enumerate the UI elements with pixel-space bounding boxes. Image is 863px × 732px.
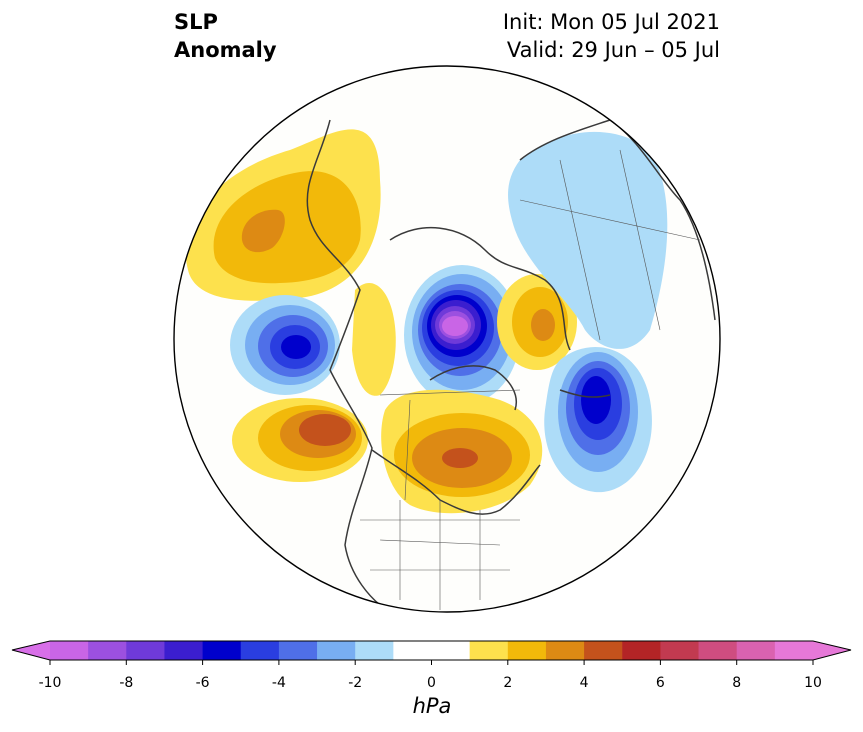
colorbar-bins [50,641,814,660]
colorbar-tick-label: -6 [195,675,210,691]
colorbar-bin [126,641,165,660]
polar-map [173,65,721,613]
map-title: SLP Anomaly [174,8,277,64]
title-line-1: SLP [174,10,218,34]
anomaly-hudson-bay-high [381,389,543,514]
colorbar-bin [355,641,394,660]
globe-outline [173,65,721,613]
colorbar-tick-label: 4 [579,675,589,691]
colorbar-tick-label: 6 [655,675,665,691]
anomaly-gulf-alaska-high [232,398,368,482]
colorbar-bin [622,641,661,660]
colorbar-tick-label: 2 [503,675,513,691]
colorbar-ticks [49,660,814,665]
colorbar-bin [545,641,585,660]
colorbar-bin [50,641,89,660]
colorbar-bin [278,641,318,660]
colorbar-extend-high [813,641,851,660]
anomaly-east-siberian-high [185,129,381,301]
anomaly-contours [185,119,716,612]
colorbar-bin [317,641,356,660]
colorbar-bin [469,641,509,660]
colorbar-bin [240,641,280,660]
colorbar-bin [88,641,127,660]
colorbar-bin [698,641,738,660]
colorbar-bin [164,641,204,660]
colorbar-bin [507,641,547,660]
anomaly-eurasia-low [508,131,668,349]
colorbar-tick-label: 0 [427,675,436,691]
colorbar-bin [660,641,700,660]
colorbar-tick-label: -2 [348,675,363,691]
date-info: Init: Mon 05 Jul 2021 Valid: 29 Jun – 05… [503,8,720,64]
colorbar-bin [393,641,471,660]
colorbar-bin [202,641,242,660]
colorbar-bin [774,641,814,660]
valid-range: Valid: 29 Jun – 05 Jul [506,38,720,62]
anomaly-arctic-low [404,265,520,405]
anomaly-scandinavian-high [497,274,577,370]
colorbar-extend-low [12,641,50,660]
colorbar-tick-label: -4 [271,675,286,691]
colorbar-tick-label: -8 [119,675,134,691]
coastlines [306,119,716,612]
political-borders [360,149,701,610]
colorbar-tick-label: -10 [38,675,62,691]
colorbar-bin [584,641,623,660]
anomaly-north-atlantic-low [544,347,652,493]
anomaly-canada-band [352,282,396,396]
colorbar-bin [736,641,776,660]
colorbar-units: hPa [412,694,452,718]
colorbar-tick-label: 10 [804,675,822,691]
colorbar [11,640,852,665]
colorbar-tick-label: 8 [732,675,742,691]
title-line-2: Anomaly [174,38,277,62]
init-date: Init: Mon 05 Jul 2021 [502,10,720,34]
anomaly-bering-low [230,295,340,395]
